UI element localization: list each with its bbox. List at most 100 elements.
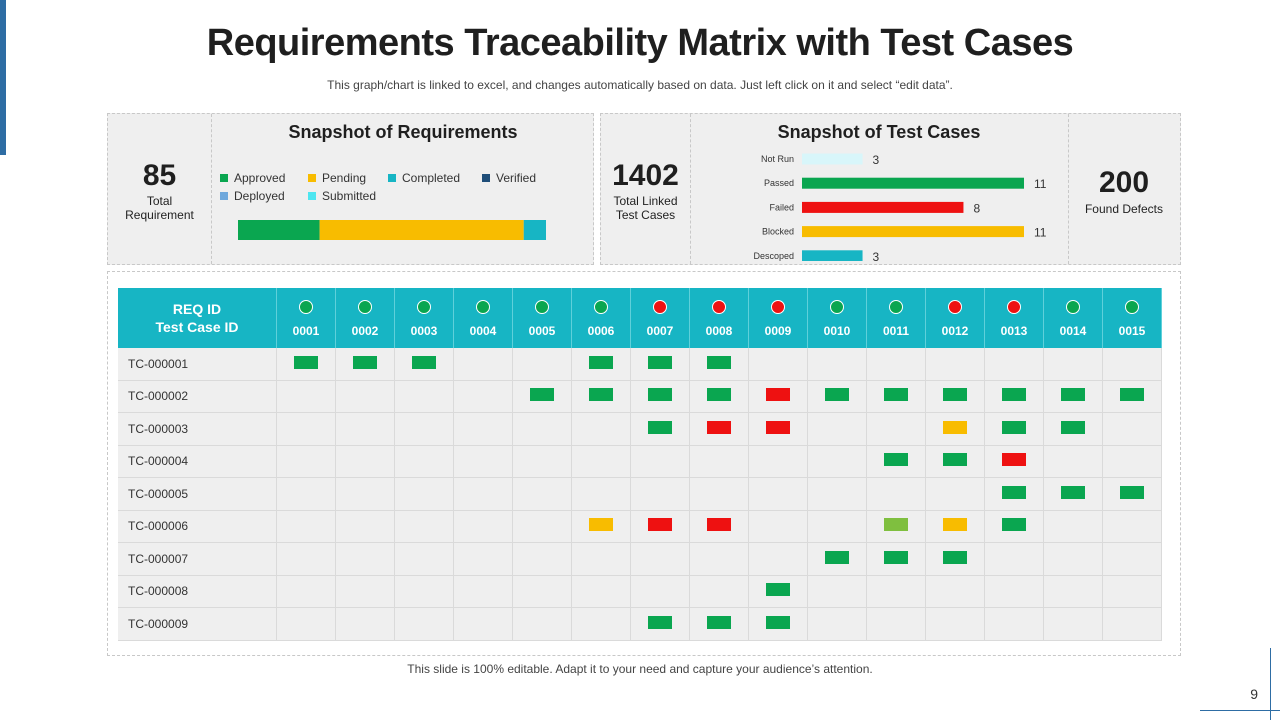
- matrix-cell: [1102, 348, 1162, 381]
- matrix-cell: [1102, 542, 1162, 576]
- table-row: TC-000001: [118, 348, 1162, 381]
- cell-marker-passed: [530, 388, 554, 402]
- table-row: TC-000007: [118, 542, 1162, 576]
- kpi-label-line: Requirement: [125, 208, 194, 222]
- matrix-cell: [689, 380, 749, 413]
- matrix-cell: [571, 607, 631, 641]
- status-indicator-wrap: [395, 290, 453, 320]
- matrix-cell: [453, 510, 513, 543]
- column-header-0009: 0009: [748, 288, 808, 348]
- matrix-cell: [571, 445, 631, 478]
- matrix-cell: [984, 575, 1044, 608]
- matrix-cell: [394, 575, 454, 608]
- row-label: TC-000008: [118, 575, 277, 608]
- status-indicator-wrap: [631, 290, 689, 320]
- legend-item-pending: Pending: [308, 171, 366, 185]
- status-dot-pass: [1066, 300, 1080, 314]
- status-indicator-wrap: [572, 290, 630, 320]
- cell-marker-passed: [884, 550, 908, 564]
- cell-marker-passed: [1002, 518, 1026, 532]
- status-dot-fail: [948, 300, 962, 314]
- matrix-cell: [335, 477, 395, 511]
- matrix-cell: [512, 510, 572, 543]
- matrix-cell: [925, 348, 985, 381]
- cell-marker-passed: [943, 388, 967, 402]
- matrix-cell: [925, 607, 985, 641]
- matrix-cell: [276, 542, 336, 576]
- accent-bar: [0, 0, 6, 155]
- matrix-cell: [1102, 445, 1162, 478]
- matrix-cell: [276, 607, 336, 641]
- matrix-cell: [394, 380, 454, 413]
- matrix-cell: [512, 445, 572, 478]
- cell-marker-failed: [766, 388, 790, 402]
- matrix-cell: [807, 607, 867, 641]
- data-label-not-run: 3: [873, 153, 880, 167]
- status-dot-pass: [1125, 300, 1139, 314]
- matrix-cell: [512, 348, 572, 381]
- legend-swatch: [308, 192, 316, 200]
- row-label: TC-000006: [118, 510, 277, 543]
- matrix-header-row: REQ ID Test Case ID 0001 0002 0003 0004 0005…: [118, 288, 1162, 348]
- matrix-body: TC-000001 TC-000002 TC-000003 TC-000004 TC-0…: [118, 348, 1162, 641]
- matrix-cell: [984, 510, 1044, 543]
- page-number: 9: [1250, 686, 1258, 702]
- matrix-cell: [925, 542, 985, 576]
- status-dot-pass: [476, 300, 490, 314]
- row-label: TC-000001: [118, 348, 277, 381]
- requirements-panel: 85 Total Requirement Snapshot of Require…: [107, 113, 594, 265]
- stack-segment-approved: [238, 220, 320, 240]
- cell-marker-passed: [412, 355, 436, 369]
- category-label-passed: Passed: [764, 178, 794, 188]
- matrix-cell: [276, 477, 336, 511]
- matrix-cell: [689, 510, 749, 543]
- cell-marker-passed: [1002, 420, 1026, 434]
- panel-divider: [690, 114, 691, 264]
- matrix-cell: [866, 412, 926, 446]
- row-label: TC-000007: [118, 542, 277, 576]
- matrix-cell: [925, 477, 985, 511]
- traceability-matrix: REQ ID Test Case ID 0001 0002 0003 0004 0005…: [118, 288, 1162, 641]
- category-label-not-run: Not Run: [761, 154, 794, 164]
- matrix-cell: [748, 380, 808, 413]
- kpi-label-line: Total Linked: [613, 194, 678, 208]
- table-row: TC-000003: [118, 412, 1162, 446]
- matrix-cell: [748, 510, 808, 543]
- column-header-0015: 0015: [1102, 288, 1162, 348]
- kpi-label-line: Test Cases: [615, 208, 676, 222]
- matrix-cell: [512, 380, 572, 413]
- matrix-cell: [1043, 477, 1103, 511]
- legend-label: Verified: [496, 171, 537, 185]
- column-header-0007: 0007: [630, 288, 690, 348]
- matrix-cell: [807, 380, 867, 413]
- legend-swatch: [388, 174, 396, 182]
- column-header-0004: 0004: [453, 288, 513, 348]
- matrix-cell: [453, 542, 513, 576]
- column-id: 0004: [469, 324, 497, 338]
- matrix-cell: [866, 445, 926, 478]
- status-dot-fail: [653, 300, 667, 314]
- column-id: 0008: [705, 324, 733, 338]
- column-id: 0015: [1118, 324, 1146, 338]
- matrix-cell: [394, 510, 454, 543]
- status-indicator-wrap: [336, 290, 394, 320]
- matrix-cell: [866, 575, 926, 608]
- cell-marker-passed: [825, 550, 849, 564]
- matrix-cell: [571, 510, 631, 543]
- matrix-cell: [394, 348, 454, 381]
- matrix-cell: [1043, 542, 1103, 576]
- matrix-cell: [1043, 412, 1103, 446]
- matrix-cell: [866, 542, 926, 576]
- matrix-cell: [394, 607, 454, 641]
- matrix-cell: [335, 575, 395, 608]
- matrix-cell: [453, 412, 513, 446]
- matrix-cell: [1043, 575, 1103, 608]
- matrix-cell: [866, 348, 926, 381]
- data-label-blocked: 11: [1034, 226, 1047, 240]
- column-header-0010: 0010: [807, 288, 867, 348]
- matrix-cell: [571, 542, 631, 576]
- matrix-cell: [335, 348, 395, 381]
- status-indicator-wrap: [513, 290, 571, 320]
- matrix-cell: [807, 542, 867, 576]
- legend-item-approved: Approved: [220, 171, 285, 185]
